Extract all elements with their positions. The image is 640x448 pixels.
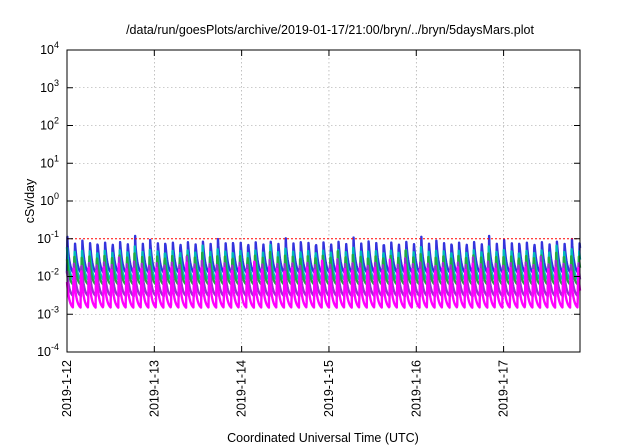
- x-tick-label: 2019-1-14: [235, 360, 249, 417]
- y-tick-label: 10-3: [37, 304, 59, 321]
- y-tick-label: 10-2: [37, 267, 59, 284]
- x-axis-label: Coordinated Universal Time (UTC): [227, 431, 419, 445]
- y-tick-label: 10-4: [37, 342, 59, 359]
- x-axis: 2019-1-12 2019-1-13 2019-1-14 2019-1-15 2019…: [60, 50, 511, 417]
- y-tick-label: 100: [40, 191, 59, 208]
- x-tick-label: 2019-1-17: [497, 360, 511, 417]
- y-tick-label: 10-1: [37, 229, 59, 246]
- x-tick-label: 2019-1-12: [60, 360, 74, 417]
- y-tick-label: 104: [40, 40, 59, 57]
- y-tick-label: 102: [40, 116, 59, 133]
- x-tick-label: 2019-1-13: [147, 360, 161, 417]
- y-tick-label: 103: [40, 78, 59, 95]
- y-tick-label: 101: [40, 153, 59, 170]
- chart-title: /data/run/goesPlots/archive/2019-01-17/2…: [126, 23, 534, 37]
- series-group: [65, 234, 582, 309]
- y-axis: 10-4 10-3 10-2 10-1 100 101 102 103 104: [37, 40, 580, 359]
- y-axis-label: cSv/day: [23, 178, 37, 223]
- x-tick-label: 2019-1-15: [322, 360, 336, 417]
- series-line: [65, 258, 582, 309]
- x-tick-label: 2019-1-16: [409, 360, 423, 417]
